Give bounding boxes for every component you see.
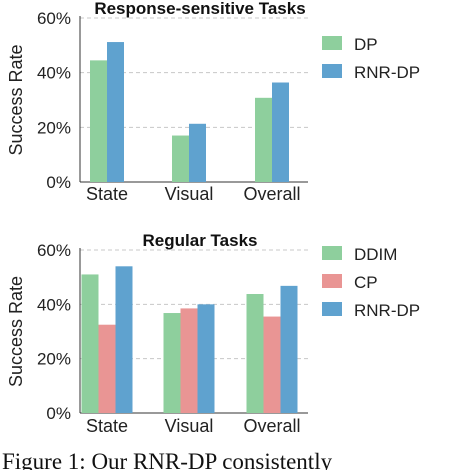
chart2-bar-ddim-visual — [163, 313, 181, 413]
chart2-bar-cp-visual — [180, 308, 198, 413]
chart1-bar-rnr-dp-state — [107, 42, 124, 183]
chart1-legend-label: RNR-DP — [354, 63, 420, 82]
chart2-bar-ddim-overall — [246, 294, 264, 413]
chart1-legend-swatch — [322, 36, 342, 50]
chart2-bar-cp-state — [98, 324, 116, 413]
chart1-y-axis-label: Success Rate — [6, 44, 26, 155]
chart1-y-tick-label: 20% — [37, 118, 71, 137]
chart2-y-tick-label: 0% — [46, 404, 71, 423]
chart1-bar-dp-state — [90, 60, 107, 182]
chart2-x-tick-label: Overall — [243, 416, 300, 436]
chart2-legend-label: CP — [354, 273, 378, 292]
chart2-title: Regular Tasks — [143, 231, 258, 250]
chart2-y-tick-label: 20% — [37, 350, 71, 369]
chart1-x-tick-label: State — [86, 184, 128, 204]
chart2-legend-swatch — [322, 302, 342, 316]
chart1-legend-label: DP — [354, 35, 378, 54]
figure: 0% 20% 40% 60% State Visual Overall Response-se… — [6, 0, 420, 436]
chart2-bar-rnr-dp-state — [115, 266, 133, 413]
chart1-bar-dp-overall — [255, 97, 272, 182]
chart1-bar-rnr-dp-visual — [189, 123, 206, 182]
chart2-legend-label: RNR-DP — [354, 301, 420, 320]
figure-caption: Figure 1: Our RNR-DP consistently — [2, 449, 333, 470]
chart2-bar-rnr-dp-overall — [280, 285, 298, 413]
chart2-y-tick-label: 60% — [37, 241, 71, 260]
chart2-bar-cp-overall — [263, 316, 281, 413]
chart2-legend-swatch — [322, 274, 342, 288]
chart2-bar-ddim-state — [81, 274, 99, 413]
chart2-y-axis-label: Success Rate — [6, 276, 26, 387]
chart1-legend-swatch — [322, 64, 342, 78]
chart1-bar-dp-visual — [172, 135, 189, 182]
chart1-bar-rnr-dp-overall — [272, 82, 289, 182]
chart2-x-tick-label: State — [86, 416, 128, 436]
chart2-legend-label: DDIM — [354, 245, 397, 264]
chart2-bar-rnr-dp-visual — [197, 304, 215, 413]
chart2-legend-swatch — [322, 246, 342, 260]
chart1-y-tick-label: 0% — [46, 173, 71, 192]
chart1-y-tick-label: 60% — [37, 9, 71, 28]
chart1-y-tick-label: 40% — [37, 64, 71, 83]
chart1-title: Response-sensitive Tasks — [94, 0, 305, 18]
chart2-y-tick-label: 40% — [37, 295, 71, 314]
chart2-x-tick-label: Visual — [165, 416, 214, 436]
chart1-x-tick-label: Overall — [243, 184, 300, 204]
chart1-x-tick-label: Visual — [165, 184, 214, 204]
